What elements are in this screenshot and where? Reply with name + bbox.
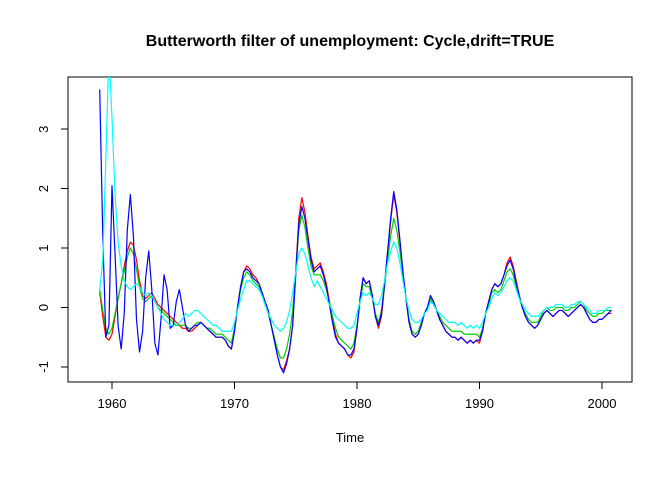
x-tick-label: 1970 [220, 396, 249, 411]
y-tick-label: 2 [36, 185, 51, 192]
plot-frame [67, 76, 633, 383]
x-tick-label: 2000 [588, 396, 617, 411]
series-line-cycle-cyan [99, 77, 612, 332]
x-tick-label: 1960 [98, 396, 127, 411]
chart-title: Butterworth filter of unemployment: Cycl… [145, 33, 555, 50]
y-tick-label: 1 [36, 244, 51, 251]
series-line-cycle-red [99, 193, 612, 371]
x-tick-label: 1990 [465, 396, 494, 411]
y-tick-label: -1 [36, 361, 51, 373]
x-axis-title: Time [335, 430, 365, 445]
series-line-cycle-blue [99, 89, 612, 374]
y-tick-label: 0 [36, 304, 51, 311]
x-tick-label: 1980 [343, 396, 372, 411]
y-tick-label: 3 [36, 126, 51, 133]
